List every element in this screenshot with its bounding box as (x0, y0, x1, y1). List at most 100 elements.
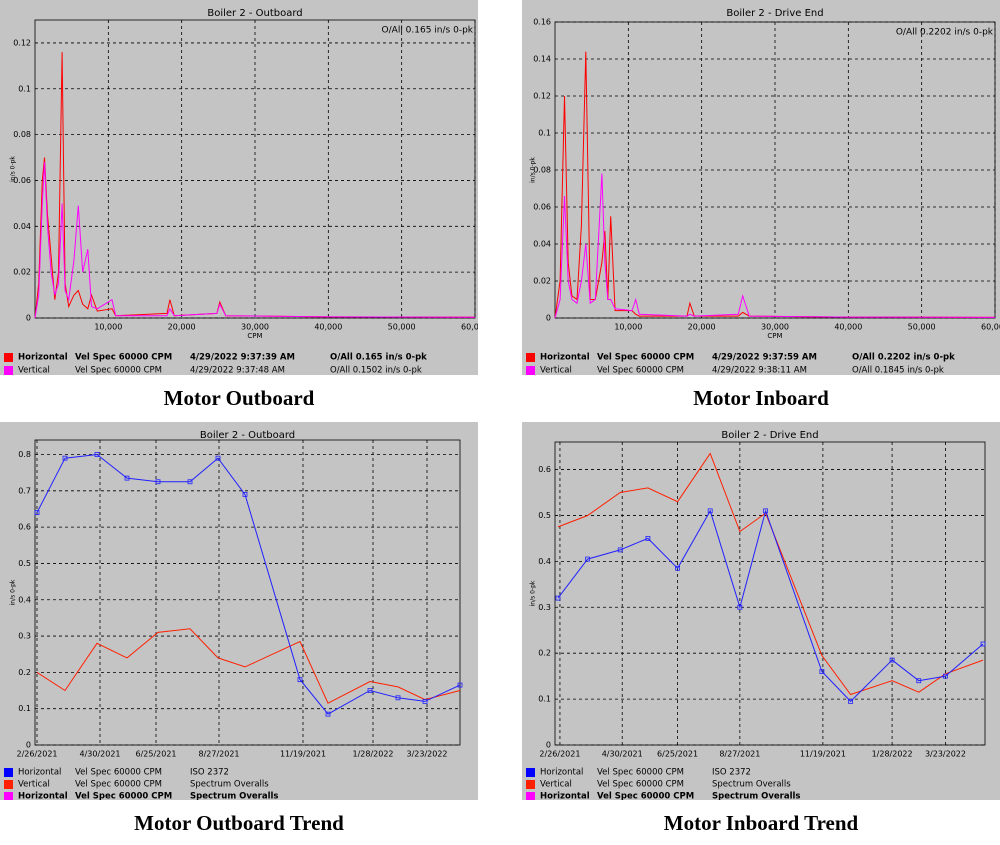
legend-text: Vertical (18, 366, 50, 376)
point-marker (943, 673, 948, 679)
legend-text: Spectrum Overalls (712, 780, 791, 790)
point-marker (763, 508, 768, 514)
point-marker (34, 510, 40, 516)
legend-text: Vel Spec 60000 CPM (75, 780, 162, 790)
y-axis-label: in/s 0-pk (10, 579, 17, 605)
plot-frame (554, 441, 986, 746)
x-tick-label: 11/19/2021 (800, 750, 846, 759)
y-tick-label: 0.7 (18, 486, 31, 495)
legend-swatch (4, 366, 13, 375)
legend-text: Horizontal (18, 792, 68, 802)
x-tick-label: 30,000 (761, 323, 789, 332)
x-tick-label: 2/26/2021 (539, 750, 580, 759)
legend-swatch (526, 780, 535, 789)
legend-text: O/All 0.1845 in/s 0-pk (852, 366, 944, 376)
y-tick-label: 0.2 (538, 649, 551, 658)
point-marker (94, 452, 100, 457)
x-tick-label: 50,000 (908, 323, 936, 332)
y-tick-label: 0.1 (538, 129, 551, 138)
y-tick-label: 0.06 (533, 203, 551, 212)
point-marker (585, 556, 591, 562)
panel-background (0, 0, 478, 375)
y-tick-label: 0.5 (538, 511, 551, 520)
point-marker (62, 455, 68, 461)
series-line (34, 162, 476, 319)
x-tick-label: 30,000 (241, 323, 269, 332)
chart-panel: 0 0.1 0.2 0.3 0.4 0.5 0.6 0.7 0.8 2/26/2021 4/30/2… (0, 422, 478, 802)
x-tick-label: 8/27/2021 (719, 750, 760, 759)
legend-text: Vel Spec 60000 CPM (597, 353, 694, 363)
x-tick-label: 20,000 (688, 323, 716, 332)
x-tick-label: 40,000 (834, 323, 862, 332)
legend-text: Vel Spec 60000 CPM (597, 366, 684, 376)
x-axis-label: CPM (247, 332, 262, 340)
x-tick-label: 4/30/2021 (602, 750, 643, 759)
y-tick-label: 0.1 (18, 84, 31, 93)
y-tick-label: 0 (26, 314, 31, 323)
chart-panel: 0 0.02 0.04 0.06 0.08 0.1 0.12 0.14 0.16 10,000 20… (522, 0, 1000, 376)
plot-frame (34, 19, 476, 319)
x-tick-label: 4/30/2021 (79, 750, 120, 759)
legend-text: O/All 0.165 in/s 0-pk (330, 353, 427, 363)
x-axis-label: CPM (767, 332, 782, 340)
point-marker (707, 508, 713, 514)
legend-text: Vertical (18, 780, 50, 790)
y-tick-label: 0.08 (13, 130, 31, 139)
legend-text: O/All 0.2202 in/s 0-pk (852, 353, 955, 363)
y-tick-label: 0.14 (533, 55, 551, 64)
overall-annotation: O/All 0.165 in/s 0-pk (382, 26, 474, 36)
y-tick-label: 0.3 (538, 603, 551, 612)
legend-text: Vel Spec 60000 CPM (75, 792, 172, 802)
y-tick-label: 0.1 (538, 695, 551, 704)
plot-frame (554, 21, 996, 319)
legend-swatch (4, 353, 13, 362)
series-line (554, 173, 996, 319)
x-tick-label: 50,000 (388, 323, 416, 332)
panel-caption: Motor Inboard Trend (664, 811, 859, 835)
point-marker (645, 536, 651, 541)
x-tick-label: 60,000 (981, 323, 1000, 332)
point-marker (297, 677, 303, 683)
chart-panel: 0 0.1 0.2 0.3 0.4 0.5 0.6 2/26/2021 4/30/2021 6/2… (522, 422, 1000, 802)
y-tick-label: 0.6 (18, 523, 31, 532)
point-marker (215, 455, 221, 461)
legend-text: 4/29/2022 9:38:11 AM (712, 366, 807, 376)
point-marker (737, 604, 743, 610)
y-tick-label: 0.12 (533, 92, 551, 101)
point-marker (242, 492, 248, 497)
legend-text: 4/29/2022 9:37:39 AM (190, 353, 295, 363)
legend-text: Spectrum Overalls (712, 792, 800, 802)
legend-swatch (4, 780, 13, 789)
x-tick-label: 3/23/2022 (406, 750, 447, 759)
point-marker (155, 479, 161, 485)
point-marker (675, 565, 680, 571)
legend-text: Vel Spec 60000 CPM (75, 768, 162, 778)
overall-annotation: O/All 0.2202 in/s 0-pk (896, 28, 994, 38)
x-tick-label: 40,000 (314, 323, 342, 332)
x-tick-label: 1/28/2022 (872, 750, 913, 759)
y-tick-label: 0.02 (13, 268, 31, 277)
point-marker (848, 698, 853, 704)
legend-text: 4/29/2022 9:37:59 AM (712, 353, 817, 363)
legend-text: Vel Spec 60000 CPM (75, 353, 172, 363)
x-tick-label: 10,000 (614, 323, 642, 332)
legend-text: Spectrum Overalls (190, 792, 278, 802)
x-tick-label: 11/19/2021 (280, 750, 326, 759)
legend-text: Horizontal (540, 768, 583, 778)
point-marker (367, 688, 373, 693)
panel-background (0, 422, 478, 800)
y-tick-label: 0.4 (538, 557, 551, 566)
legend-text: Horizontal (18, 353, 68, 363)
legend-text: Horizontal (18, 768, 61, 778)
panel-caption: Motor Outboard (164, 386, 315, 410)
series-line (557, 452, 984, 696)
legend-text: ISO 2372 (190, 768, 229, 778)
y-tick-label: 0.8 (18, 450, 31, 459)
chart-title: Boiler 2 - Drive End (726, 8, 823, 19)
y-tick-label: 0.5 (18, 559, 31, 568)
legend-text: ISO 2372 (712, 768, 751, 778)
legend-text: Vel Spec 60000 CPM (597, 780, 684, 790)
y-tick-label: 0.08 (533, 166, 551, 175)
panel-caption: Motor Outboard Trend (134, 811, 344, 835)
series-line (557, 509, 984, 703)
